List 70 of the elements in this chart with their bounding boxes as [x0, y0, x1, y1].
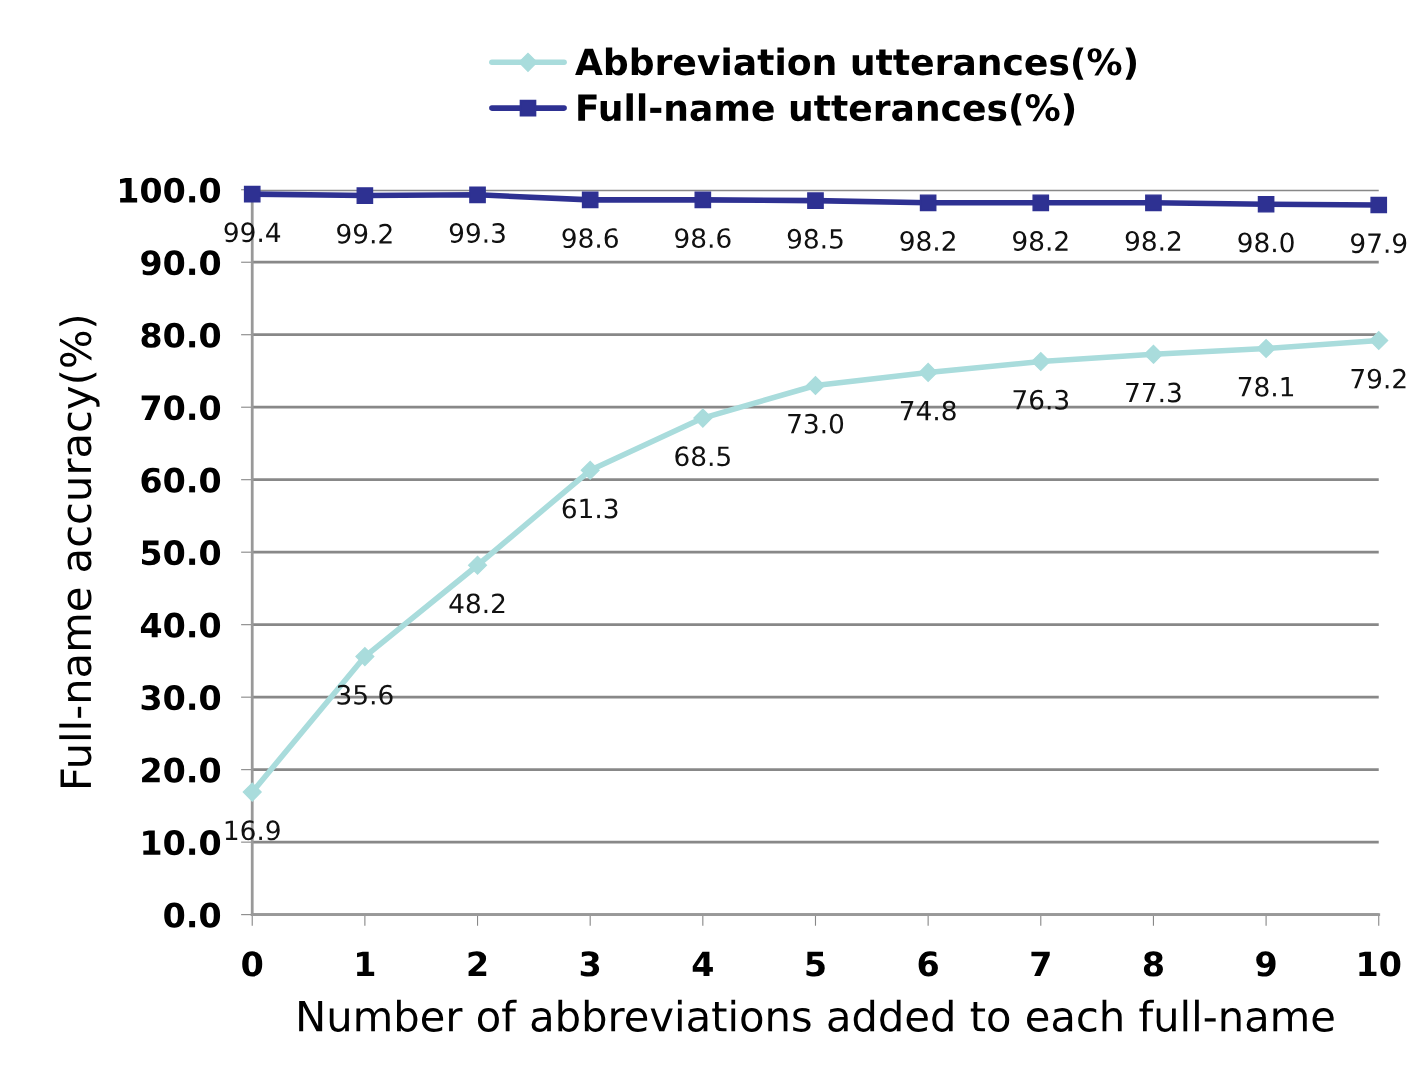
point — [242, 782, 262, 802]
x-tick-label: 1 — [357, 951, 375, 977]
x-tick-label: 8 — [1143, 951, 1163, 977]
point — [469, 186, 486, 204]
data-label: 74.8 — [900, 400, 956, 421]
data-label: 98.6 — [675, 228, 731, 249]
point — [355, 647, 375, 667]
x-tick-label: 2 — [468, 951, 487, 977]
x-tick-label: 10 — [1359, 951, 1401, 977]
x-tick-label: 3 — [580, 951, 600, 977]
point — [1370, 196, 1388, 214]
data-label: 98.5 — [787, 228, 843, 249]
y-tick-label: 50.0 — [142, 540, 221, 566]
point — [918, 362, 938, 382]
point — [1256, 338, 1276, 359]
y-tick-label: 10.0 — [143, 830, 221, 856]
point — [693, 408, 713, 428]
data-label: 48.2 — [449, 593, 505, 614]
data-label: 98.6 — [562, 228, 618, 249]
point — [919, 194, 937, 212]
y-tick-label: 70.0 — [141, 395, 221, 421]
data-label: 35.6 — [337, 684, 393, 705]
point — [1032, 194, 1050, 212]
data-label: 99.2 — [337, 223, 392, 244]
point — [1145, 194, 1162, 212]
point — [467, 555, 488, 575]
point — [1257, 195, 1275, 213]
point — [1031, 352, 1051, 372]
point — [694, 191, 712, 209]
x-axis-title: Number of abbreviations added to each full-name — [299, 999, 1334, 1032]
data-label: 99.3 — [449, 223, 505, 244]
y-tick-label: 60.0 — [141, 467, 221, 493]
data-label: 98.2 — [900, 231, 955, 251]
x-tick-label: 4 — [692, 951, 713, 977]
y-axis-title: Full-name accuracy(%) — [59, 316, 100, 787]
data-label: 79.2 — [1351, 368, 1406, 389]
y-tick-label: 20.0 — [142, 757, 221, 783]
data-label: 78.1 — [1238, 376, 1294, 397]
data-label: 98.2 — [1013, 231, 1068, 251]
x-tick-label: 9 — [1256, 951, 1276, 977]
data-label: 61.3 — [562, 498, 618, 519]
data-label: 99.4 — [224, 222, 281, 243]
y-tick-label: 80.0 — [141, 322, 221, 348]
data-label: 98.2 — [1125, 231, 1181, 251]
data-label: 77.3 — [1126, 382, 1181, 403]
x-tick-label: 5 — [806, 951, 825, 977]
data-label: 76.3 — [1013, 389, 1069, 410]
data-label: 73.0 — [788, 413, 844, 434]
point — [805, 375, 826, 395]
x-tick-label: 0 — [242, 951, 263, 977]
y-tick-label: 30.0 — [141, 685, 221, 711]
point — [1369, 330, 1389, 351]
point — [581, 191, 599, 209]
y-tick-label: 0.0 — [164, 902, 221, 928]
point — [580, 460, 600, 480]
point — [807, 192, 824, 209]
point — [243, 185, 261, 203]
x-tick-label: 7 — [1031, 951, 1050, 977]
y-tick-label: 100.0 — [120, 177, 221, 203]
point — [1143, 344, 1163, 364]
point — [356, 187, 374, 204]
y-tick-label: 90.0 — [141, 250, 221, 276]
x-tick-label: 6 — [918, 951, 938, 977]
legend-label: Abbreviation utterances(%) — [575, 47, 1136, 80]
data-label: 97.9 — [1351, 233, 1407, 254]
legend-label: Full-name utterances(%) — [578, 93, 1075, 126]
data-label: 98.0 — [1238, 232, 1294, 253]
data-label: 16.9 — [225, 820, 280, 841]
data-label: 68.5 — [675, 446, 730, 467]
y-tick-label: 40.0 — [140, 612, 221, 638]
